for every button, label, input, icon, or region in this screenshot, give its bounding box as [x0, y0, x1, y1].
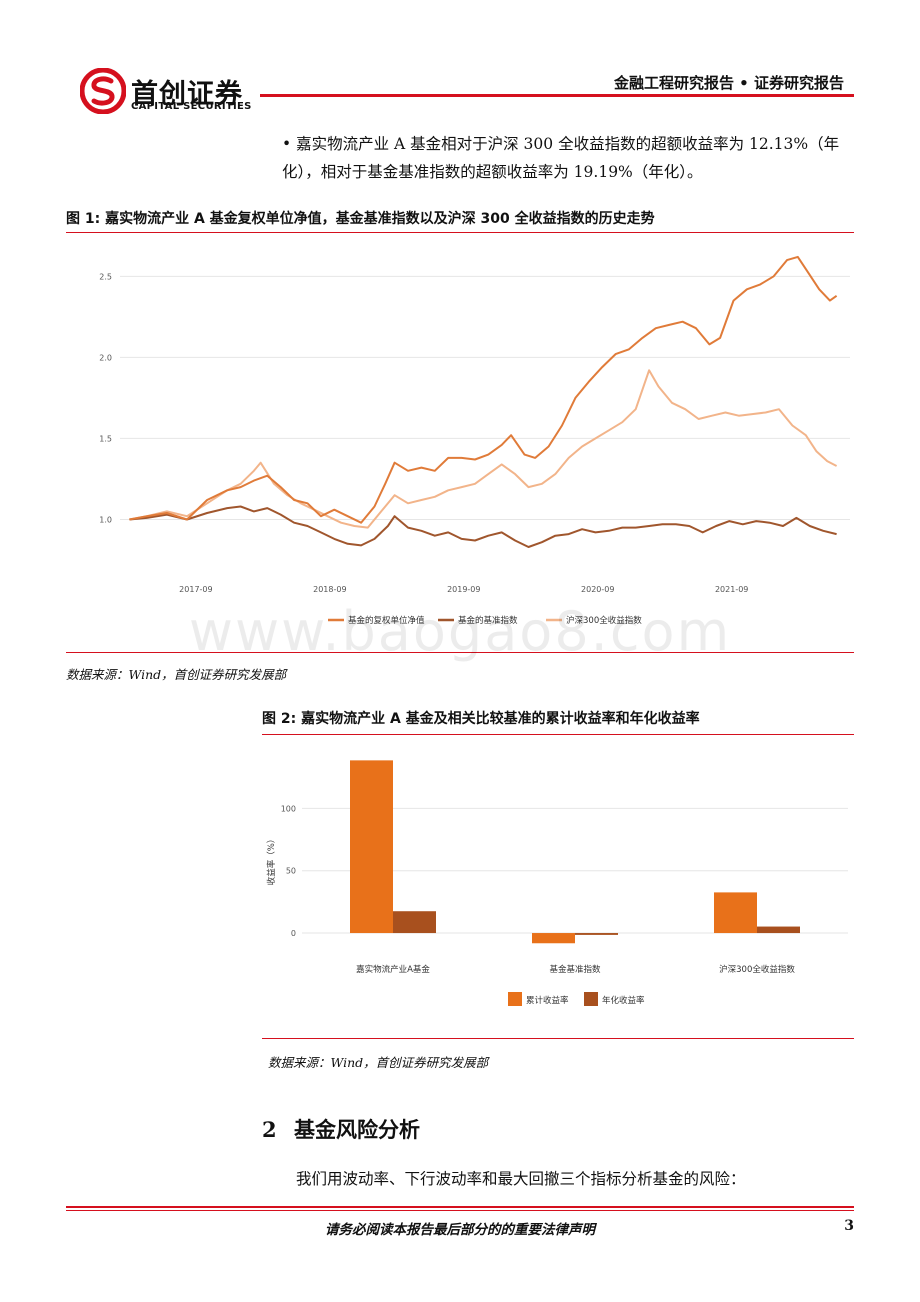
figure1-bottom-rule: [66, 652, 854, 653]
report-type-title: 金融工程研究报告 • 证券研究报告: [613, 74, 844, 92]
x-tick-label: 2020-09: [581, 585, 614, 594]
x-category-label: 沪深300全收益指数: [719, 964, 795, 975]
annualized-return-bar: [575, 933, 618, 935]
capital-securities-logo-icon: [80, 68, 126, 114]
bullet-text: 嘉实物流产业 A 基金相对于沪深 300 全收益指数的超额收益率为 12.13%…: [282, 135, 840, 181]
cumulative-return-bar: [350, 760, 393, 934]
logo-english-name: CAPITAL SECURITIES: [131, 101, 252, 112]
y-tick-label: 1.0: [99, 515, 112, 524]
y-tick-label: 1.5: [99, 434, 112, 443]
y-tick-label: 2.5: [99, 272, 112, 281]
section-number: 2: [262, 1117, 277, 1142]
header-divider: [260, 94, 854, 97]
y-tick-label: 0: [291, 929, 296, 938]
excess-return-bullet: • 嘉实物流产业 A 基金相对于沪深 300 全收益指数的超额收益率为 12.1…: [282, 130, 856, 186]
y-axis-label: 收益率（%）: [266, 835, 277, 886]
section-paragraph: 我们用波动率、下行波动率和最大回撤三个指标分析基金的风险：: [296, 1170, 746, 1188]
fund-nav-line: [129, 255, 838, 524]
fund-benchmark-line: [129, 505, 837, 548]
figure1-top-rule: [66, 232, 854, 233]
legend-label: 基金的复权单位净值: [348, 615, 425, 626]
x-tick-label: 2021-09: [715, 585, 748, 594]
footer-divider-thin: [66, 1210, 854, 1211]
logo-chinese-name: 首创证券: [131, 79, 243, 110]
y-tick-label: 2.0: [99, 353, 112, 362]
page-number: 3: [844, 1218, 854, 1234]
legend-label: 沪深300全收益指数: [566, 615, 642, 626]
annualized-return-bar: [393, 911, 436, 934]
section-heading: 2 基金风险分析: [262, 1114, 420, 1144]
legend-swatch: [508, 992, 522, 1006]
cumulative-return-bar: [532, 933, 575, 944]
figure2-source: 数据来源：Wind，首创证券研究发展部: [268, 1055, 489, 1070]
x-category-label: 嘉实物流产业A基金: [356, 964, 430, 975]
y-tick-label: 50: [286, 867, 296, 876]
figure1-caption: 图 1: 嘉实物流产业 A 基金复权单位净值，基金基准指数以及沪深 300 全收…: [66, 211, 655, 227]
legend-label: 累计收益率: [526, 995, 569, 1006]
watermark: www.baogao8.com: [188, 600, 732, 663]
legend-label: 基金的基准指数: [458, 615, 518, 626]
cumulative-return-bar: [714, 892, 757, 934]
x-category-label: 基金基准指数: [549, 964, 601, 975]
y-tick-label: 100: [281, 804, 296, 813]
legend-swatch: [584, 992, 598, 1006]
x-tick-label: 2018-09: [313, 585, 346, 594]
annualized-return-bar: [757, 926, 800, 934]
figure2-bar-chart: 0 50 100 收益率（%） 嘉实物流产业A基金 基金基准指数 沪深300全收益指数累计收…: [266, 760, 848, 1006]
figure1-line-chart: 1.0 1.5 2.0 2.5 2017-09 2018-09 2019-09 2020-09…: [99, 255, 850, 626]
figure2-top-rule: [262, 734, 854, 735]
legal-notice: 请务必阅读本报告最后部分的的重要法律声明: [325, 1222, 595, 1238]
figure2-bottom-rule: [262, 1038, 854, 1039]
csi300-total-return-line: [129, 369, 838, 529]
section-title: 基金风险分析: [294, 1118, 420, 1142]
x-tick-label: 2019-09: [447, 585, 480, 594]
legend-label: 年化收益率: [602, 995, 645, 1006]
bullet-dot-icon: •: [282, 135, 297, 153]
figure1-source: 数据来源：Wind，首创证券研究发展部: [66, 667, 287, 682]
x-tick-label: 2017-09: [179, 585, 212, 594]
figure2-caption: 图 2: 嘉实物流产业 A 基金及相关比较基准的累计收益率和年化收益率: [262, 711, 700, 727]
footer-divider: [66, 1206, 854, 1208]
